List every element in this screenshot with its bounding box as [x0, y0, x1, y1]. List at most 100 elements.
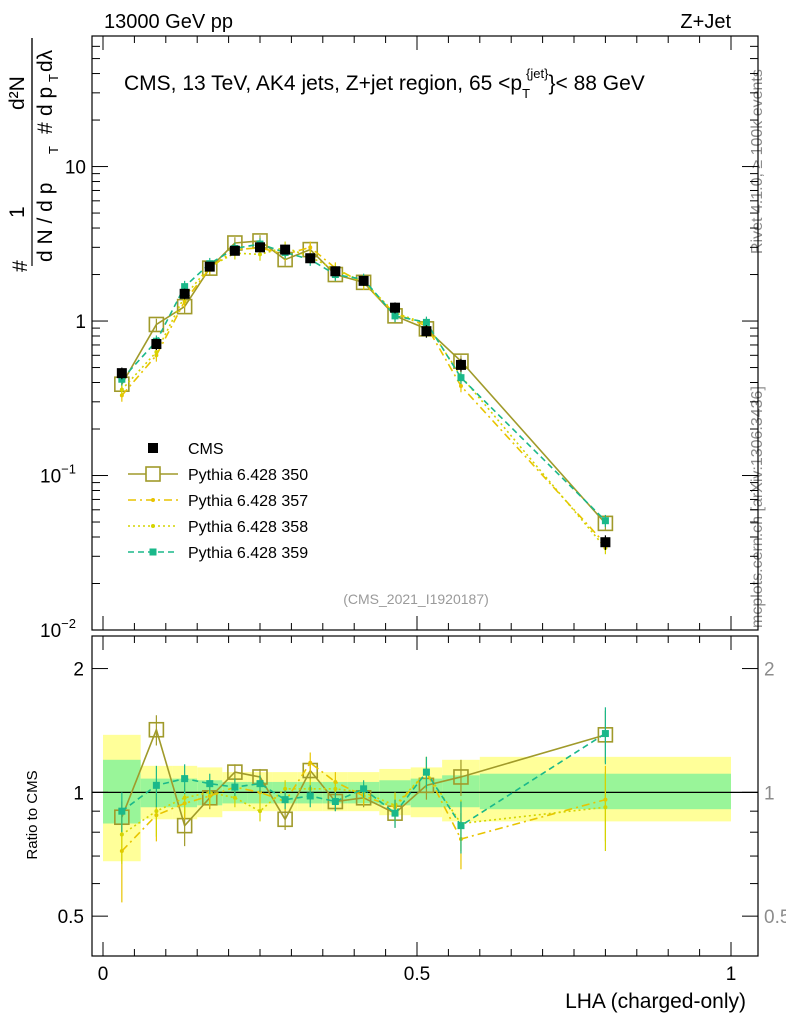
ratio-point — [281, 796, 289, 804]
series-point — [119, 387, 124, 392]
ratio-point — [306, 792, 314, 800]
series-point — [601, 517, 609, 525]
ratio-tick-label-left: 1 — [73, 783, 84, 804]
ylabel-dN-dp: d N / d p — [34, 183, 57, 262]
cms-data-point — [204, 261, 215, 272]
main-series-group — [114, 233, 614, 555]
ratio-point — [118, 807, 126, 815]
ratio-point — [182, 795, 187, 800]
chart-title-prefix: CMS, 13 TeV, AK4 jets, Z+jet region, 65 … — [124, 72, 510, 95]
ratio-line-4 — [121, 732, 606, 827]
cms-data-point — [280, 244, 291, 255]
y-tick-label: 1 — [75, 312, 86, 333]
y-tick-label-exponent: −1 — [61, 462, 76, 477]
main-y-axis-label: # 1 d N / d p T # d²N d p T dλ — [6, 38, 61, 272]
ratio-tick-label-right: 0.5 — [764, 907, 786, 928]
ratio-point — [331, 798, 339, 806]
header-left-label: 13000 GeV pp — [104, 11, 233, 33]
cms-data-point — [421, 326, 432, 337]
legend-marker — [145, 466, 161, 482]
legend-marker-cms — [148, 443, 158, 453]
ratio-point — [457, 822, 465, 830]
ylabel-dlambda: dλ — [34, 49, 57, 72]
axis-ticks — [92, 35, 758, 956]
ratio-line-1 — [121, 727, 606, 828]
ratio-y-axis-label: Ratio to CMS — [24, 770, 41, 859]
cms-data-point — [151, 339, 162, 350]
legend-label: Pythia 6.428 350 — [188, 467, 308, 484]
series-point — [148, 316, 165, 333]
series-point — [154, 350, 159, 355]
ratio-point — [206, 780, 214, 788]
series-point — [391, 312, 399, 320]
ratio-point — [256, 780, 264, 788]
legend-label: Pythia 6.428 358 — [188, 519, 308, 536]
series-point — [308, 245, 313, 250]
ylabel-hash-1: # — [9, 260, 32, 272]
ratio-point — [391, 809, 399, 817]
chart-title-sup: {jet} — [526, 66, 549, 81]
ratio-point — [181, 775, 189, 783]
ylabel-T-sub-2: T — [46, 74, 61, 82]
ratio-tick-label-left: 0.5 — [58, 907, 84, 928]
ylabel-one: 1 — [6, 206, 29, 218]
ratio-tick-label-right: 2 — [764, 660, 775, 681]
x-axis-label: LHA (charged-only) — [565, 990, 746, 1013]
cms-data-point — [455, 359, 466, 370]
chart-title-sub: T — [522, 86, 530, 101]
legend-marker — [149, 548, 157, 556]
cms-data-point — [116, 368, 127, 379]
ylabel-T-sub-1: T — [46, 146, 61, 154]
cms-data-point — [600, 537, 611, 548]
ratio-series-group — [114, 707, 614, 903]
ratio-point — [148, 721, 165, 738]
x-tick-label: 0.5 — [404, 964, 430, 985]
ratio-point — [231, 783, 239, 791]
y-tick-label-exponent: −2 — [61, 616, 76, 631]
cms-data-point — [358, 275, 369, 286]
series-point — [422, 318, 430, 326]
legend-marker — [151, 498, 155, 502]
ratio-point — [154, 809, 159, 814]
ratio-tick-label-left: 2 — [73, 660, 84, 681]
ratio-point — [258, 809, 262, 814]
series-line-4 — [121, 243, 606, 522]
ylabel-dp: d p — [34, 87, 57, 116]
cms-data-point — [390, 302, 401, 313]
cms-data-point — [330, 266, 341, 277]
cms-data-point — [255, 242, 265, 253]
ratio-tick-label-right: 1 — [764, 783, 775, 804]
header-right-label: Z+Jet — [680, 11, 731, 33]
ratio-point — [453, 769, 469, 785]
ratio-point — [308, 760, 313, 765]
series-point — [181, 283, 189, 291]
y-tick-label-base: 10 — [40, 621, 61, 642]
chart-title-suffix: }< 88 GeV — [548, 72, 644, 95]
chart-title: CMS, 13 TeV, AK4 jets, Z+jet region, 65 … — [124, 66, 645, 101]
legend: CMS Pythia 6.428 350 Pythia 6.428 357 Pythi… — [128, 441, 308, 562]
ratio-plot-frame — [91, 635, 759, 957]
cms-data-point — [305, 253, 316, 264]
ylabel-d2N: d²N — [6, 76, 29, 110]
legend-label-cms: CMS — [188, 441, 224, 458]
cms-data-point — [229, 245, 240, 256]
ratio-point — [152, 781, 160, 789]
ratio-point — [360, 785, 368, 793]
legend-label: Pythia 6.428 357 — [188, 493, 308, 510]
cms-data-point — [179, 288, 190, 299]
ratio-point — [422, 768, 430, 776]
y-tick-label-base: 10 — [40, 467, 61, 488]
x-tick-label: 0 — [98, 964, 109, 985]
series-point — [458, 383, 463, 388]
y-tick-label: 10−2 — [40, 616, 76, 642]
y-tick-label: 10 — [65, 158, 86, 179]
ratio-point — [277, 811, 293, 828]
ratio-point — [603, 805, 608, 810]
ratio-point — [333, 786, 338, 791]
series-point — [258, 252, 262, 257]
chart-title-p: p — [510, 72, 522, 95]
ratio-point — [119, 832, 124, 837]
analysis-tag: (CMS_2021_I1920187) — [343, 591, 489, 607]
